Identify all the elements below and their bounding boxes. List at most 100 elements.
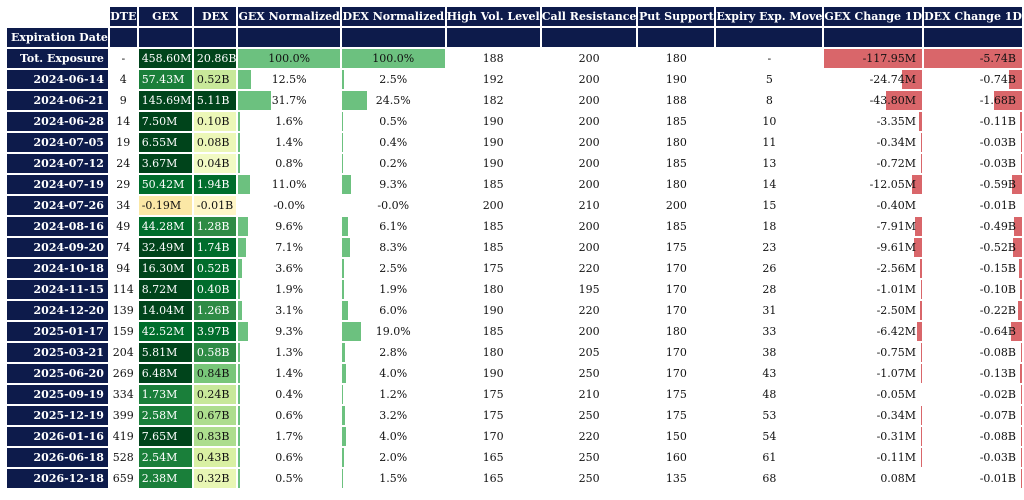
col-header-put-support[interactable]: Put Support [638, 7, 715, 26]
cell-dex-normalized-value: 8.3% [379, 241, 408, 254]
cell-expiry-exp-move: 33 [716, 322, 823, 341]
cell-gex-change-1d-value: -7.91M [876, 220, 917, 233]
index-name-header[interactable]: Expiration Date [7, 28, 108, 47]
row-label-expiration[interactable]: 2026-01-16 [7, 427, 108, 446]
cell-high-vol-level: 192 [446, 70, 540, 89]
cell-dex-normalized-value: 2.8% [379, 346, 408, 359]
row-label-expiration[interactable]: 2026-12-18 [7, 469, 108, 488]
cell-dex-change-1d-value: -0.03B [979, 157, 1016, 170]
cell-dte: 334 [109, 385, 137, 404]
cell-call-resistance: 220 [541, 259, 637, 278]
col-header-dex[interactable]: DEX [193, 7, 237, 26]
cell-gex-normalized-fill [238, 427, 241, 446]
cell-expiry-exp-move: 43 [716, 364, 823, 383]
cell-dex: 1.74B [193, 238, 237, 257]
cell-gex-normalized: 12.5% [238, 70, 340, 89]
cell-dex-change-1d-fill [1020, 448, 1022, 467]
row-label-expiration[interactable]: 2024-07-26 [7, 196, 108, 215]
cell-put-support: 175 [638, 238, 715, 257]
cell-gex-normalized-value: 9.6% [275, 220, 304, 233]
cell-put-support: 135 [638, 469, 715, 488]
cell-dex-change-1d: -0.59B [924, 175, 1022, 194]
col-header-expiry-exp-move[interactable]: Expiry Exp. Move [716, 7, 823, 26]
cell-gex-change-1d-fill [914, 238, 923, 257]
cell-dex: 0.84B [193, 364, 237, 383]
cell-gex-change-1d: -2.56M [824, 259, 923, 278]
exposure-table: DTE GEX DEX GEX Normalized DEX Normalize… [5, 5, 1024, 490]
row-label-expiration[interactable]: 2025-09-19 [7, 385, 108, 404]
col-header-dex-normalized[interactable]: DEX Normalized [341, 7, 445, 26]
row-label-expiration[interactable]: 2024-07-05 [7, 133, 108, 152]
row-label-expiration[interactable]: 2025-03-21 [7, 343, 108, 362]
row-label-expiration[interactable]: 2024-09-20 [7, 238, 108, 257]
row-label-expiration[interactable]: 2024-12-20 [7, 301, 108, 320]
cell-gex-change-1d-value: -0.31M [876, 430, 917, 443]
index-blank [238, 28, 340, 47]
cell-gex-normalized: 1.3% [238, 343, 340, 362]
cell-call-resistance: 200 [541, 175, 637, 194]
cell-gex-normalized-fill [238, 301, 242, 320]
index-blank [716, 28, 823, 47]
col-header-high-vol-level[interactable]: High Vol. Level [446, 7, 540, 26]
cell-dex-change-1d: -0.03B [924, 133, 1022, 152]
cell-gex-change-1d: -0.05M [824, 385, 923, 404]
row-label-expiration[interactable]: 2024-06-28 [7, 112, 108, 131]
row-label-expiration[interactable]: 2024-06-14 [7, 70, 108, 89]
cell-gex: 16.30M [138, 259, 192, 278]
cell-dex-change-1d-fill [1020, 406, 1022, 425]
col-header-dex-change-1d[interactable]: DEX Change 1D [924, 7, 1022, 26]
cell-dex-change-1d: -0.08B [924, 343, 1022, 362]
cell-dex-change-1d-value: -0.49B [979, 220, 1016, 233]
cell-expiry-exp-move: 23 [716, 238, 823, 257]
col-header-gex-change-1d[interactable]: GEX Change 1D [824, 7, 923, 26]
cell-gex-change-1d-value: -0.72M [876, 157, 917, 170]
row-label-expiration[interactable]: 2025-01-17 [7, 322, 108, 341]
table-row: 2025-01-17 159 42.52M 3.97B 9.3% 19.0% 185 200 1… [7, 322, 1022, 341]
cell-gex-normalized: 1.6% [238, 112, 340, 131]
row-label-expiration[interactable]: Tot. Exposure [7, 49, 108, 68]
cell-gex-change-1d-fill [915, 217, 923, 236]
cell-gex-normalized: 7.1% [238, 238, 340, 257]
row-label-expiration[interactable]: 2024-11-15 [7, 280, 108, 299]
col-header-gex-normalized[interactable]: GEX Normalized [238, 7, 340, 26]
cell-high-vol-level: 185 [446, 238, 540, 257]
cell-gex-change-1d: -0.34M [824, 133, 923, 152]
row-label-expiration[interactable]: 2024-07-19 [7, 175, 108, 194]
cell-dex-change-1d-value: -0.22B [979, 304, 1016, 317]
table-row: 2024-06-14 4 57.43M 0.52B 12.5% 2.5% 192 200 190… [7, 70, 1022, 89]
cell-dex-change-1d-fill [1013, 238, 1022, 257]
row-label-expiration[interactable]: 2024-10-18 [7, 259, 108, 278]
cell-dex-change-1d-value: -0.03B [979, 451, 1016, 464]
cell-put-support: 170 [638, 343, 715, 362]
cell-dex-change-1d-fill [1020, 385, 1022, 404]
cell-call-resistance: 200 [541, 49, 637, 68]
cell-dex-normalized: 24.5% [341, 91, 445, 110]
row-label-expiration[interactable]: 2025-12-19 [7, 406, 108, 425]
row-label-expiration[interactable]: 2024-06-21 [7, 91, 108, 110]
cell-call-resistance: 200 [541, 91, 637, 110]
cell-dex-normalized-value: 2.5% [379, 262, 408, 275]
cell-gex-change-1d: -0.11M [824, 448, 923, 467]
cell-dex-change-1d-fill [1013, 217, 1022, 236]
cell-put-support: 180 [638, 133, 715, 152]
col-header-dte[interactable]: DTE [109, 7, 137, 26]
cell-gex-normalized-fill [238, 154, 240, 173]
cell-gex-normalized-fill [238, 70, 252, 89]
row-label-expiration[interactable]: 2026-06-18 [7, 448, 108, 467]
cell-gex: 6.55M [138, 133, 192, 152]
cell-gex-normalized: 31.7% [238, 91, 340, 110]
cell-gex-change-1d-value: -2.50M [876, 304, 917, 317]
col-header-gex[interactable]: GEX [138, 7, 192, 26]
row-label-expiration[interactable]: 2025-06-20 [7, 364, 108, 383]
col-header-call-resistance[interactable]: Call Resistance [541, 7, 637, 26]
cell-dex-change-1d-fill [924, 49, 1022, 68]
cell-gex-change-1d: 0.08M [824, 469, 923, 488]
row-label-expiration[interactable]: 2024-08-16 [7, 217, 108, 236]
cell-dex-change-1d-value: -0.01B [979, 199, 1016, 212]
cell-gex-normalized-value: 1.4% [275, 136, 304, 149]
cell-dex-normalized-value: 1.2% [379, 388, 408, 401]
row-label-expiration[interactable]: 2024-07-12 [7, 154, 108, 173]
cell-dex-normalized: 19.0% [341, 322, 445, 341]
cell-dex-change-1d-value: -0.01B [979, 472, 1016, 485]
cell-call-resistance: 200 [541, 133, 637, 152]
